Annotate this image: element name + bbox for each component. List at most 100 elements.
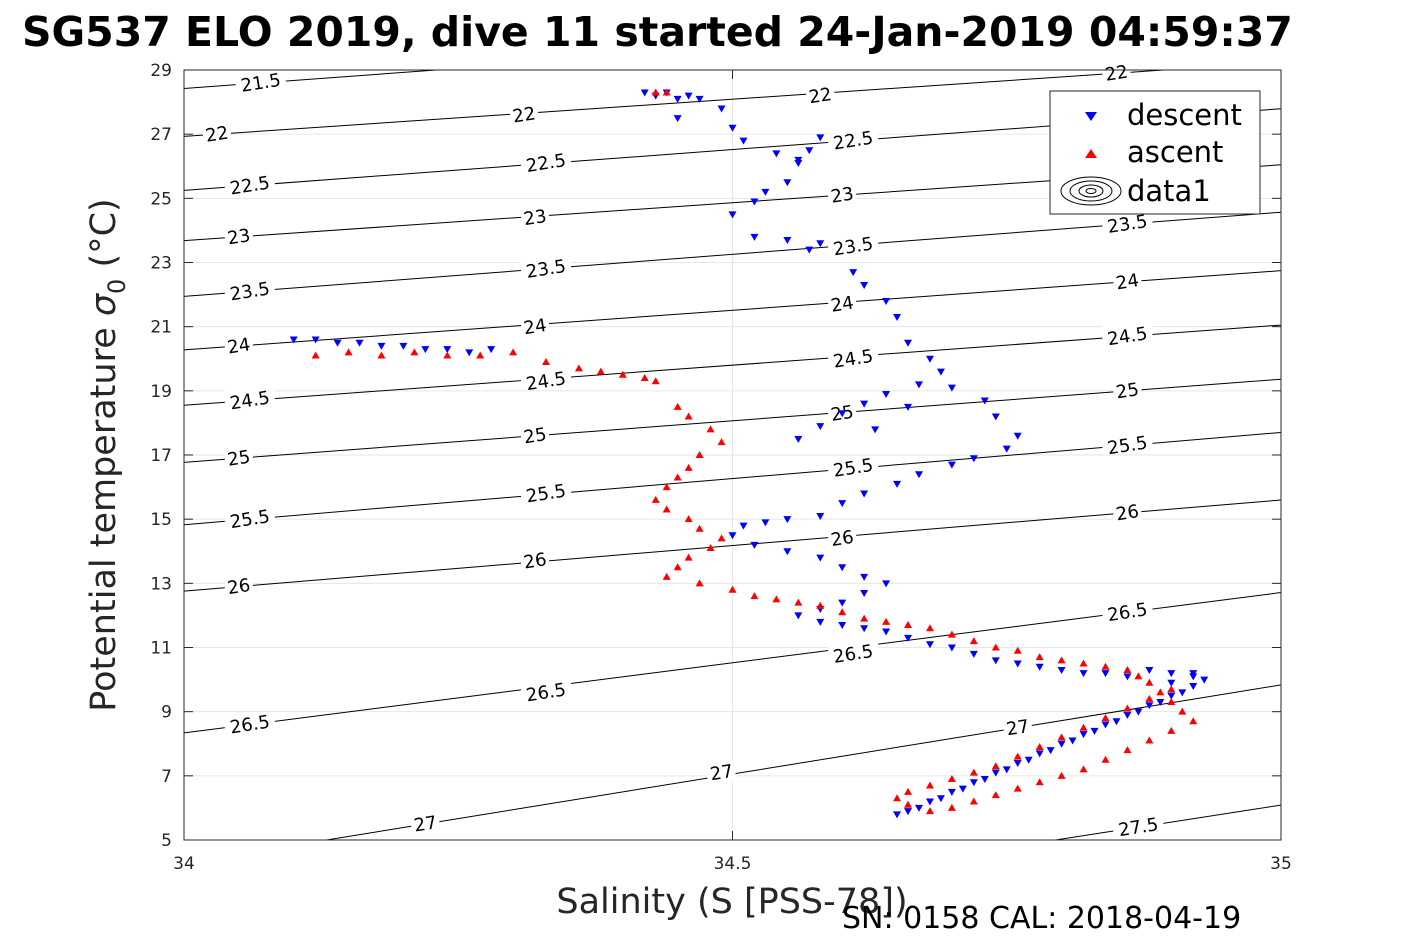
ascent-point [925, 807, 934, 815]
contour-label-bg [224, 713, 275, 734]
contour-label-bg [224, 447, 253, 468]
contour-label-bg [224, 508, 275, 529]
ascent-point [662, 88, 671, 96]
contour-line [184, 70, 1172, 137]
ascent-point [1156, 688, 1165, 696]
contour-label: 23 [226, 225, 252, 249]
ascent-point [311, 351, 320, 359]
ascent-point [1057, 771, 1066, 779]
ascent-point [1057, 733, 1066, 741]
contour-label-bg [521, 482, 572, 503]
x-axis-label: Salinity (S [PSS-78]) [556, 882, 907, 922]
y-axis-label-unit: (°C) [84, 198, 124, 278]
descent-point [1123, 673, 1132, 681]
ascent-point [684, 463, 693, 471]
data-points [289, 88, 1209, 819]
contour-label-bg [521, 257, 572, 278]
descent-point [838, 410, 847, 418]
ascent-point [1013, 752, 1022, 760]
contour-label-bg [224, 280, 275, 301]
contour-label-bg [521, 206, 550, 227]
descent-point [904, 808, 913, 816]
y-tick-label: 25 [150, 189, 172, 209]
contour-label: 26 [522, 549, 548, 573]
ascent-point [816, 601, 825, 609]
ascent-point [673, 563, 682, 571]
descent-point [1046, 747, 1055, 755]
descent-point [794, 160, 803, 168]
contour-label-bg [828, 456, 879, 477]
contour-line [184, 499, 1281, 592]
descent-point [991, 657, 1000, 665]
contour-label: 23 [522, 206, 548, 230]
descent-point [816, 423, 825, 431]
ascent-point [542, 357, 551, 365]
descent-point [739, 137, 748, 145]
y-axis-label-main: Potential temperature [84, 316, 124, 712]
footer-calibration: SN: 0158 CAL: 2018-04-19 [842, 901, 1241, 936]
descent-point [947, 644, 956, 652]
descent-point [1156, 699, 1165, 707]
descent-point [1013, 760, 1022, 767]
ascent-point [1079, 659, 1088, 667]
descent-point [465, 349, 474, 357]
descent-point [695, 95, 704, 103]
density-contours [184, 70, 1281, 840]
descent-point [882, 298, 891, 305]
descent-point [893, 811, 902, 819]
x-axis-ticks: 34 34.5 35 [173, 70, 1292, 874]
descent-point [399, 342, 408, 350]
descent-point [882, 580, 891, 588]
ascent-point [772, 595, 781, 603]
descent-point [1057, 740, 1066, 748]
ascent-point [706, 425, 715, 433]
descent-point [1145, 666, 1154, 674]
descent-point [904, 339, 913, 347]
chart-title: SG537 ELO 2019, dive 11 started 24-Jan-2… [22, 8, 1293, 56]
ascent-point [662, 505, 671, 513]
descent-point [783, 179, 792, 187]
contour-label-bg [224, 389, 275, 410]
ascent-point [925, 781, 934, 789]
descent-point [1167, 670, 1176, 678]
descent-point [1101, 670, 1110, 678]
contour-line [1052, 804, 1281, 840]
x-tick-label: 35 [1270, 854, 1292, 874]
descent-point [728, 211, 737, 219]
ascent-point [717, 438, 726, 446]
legend-contour-icon [1060, 176, 1122, 206]
descent-point [1112, 718, 1121, 726]
descent-point [1167, 692, 1176, 700]
ascent-point [662, 483, 671, 491]
descent-point [893, 480, 902, 488]
descent-point [893, 314, 902, 322]
ascent-point [344, 348, 353, 356]
descent-point [936, 795, 945, 803]
ascent-point [991, 791, 1000, 799]
contour-label-bg [1113, 501, 1142, 522]
contour-label: 24 [829, 293, 855, 317]
contour-label-bg [828, 129, 879, 150]
legend-box [1049, 90, 1261, 215]
descent-point [816, 554, 825, 562]
descent-point [750, 541, 759, 549]
contour-label-bg [828, 347, 879, 368]
contour-label-bg [224, 575, 253, 596]
legend-ascent-label: ascent [1127, 135, 1223, 169]
descent-point [673, 95, 682, 103]
descent-point [838, 622, 847, 630]
descent-point [936, 368, 945, 376]
legend: descent ascent data1 [1049, 90, 1261, 215]
ascent-point [1101, 714, 1110, 722]
ascent-point [969, 768, 978, 776]
descent-point [1145, 702, 1154, 710]
contour-label: 26 [1115, 501, 1141, 525]
descent-point [717, 105, 726, 113]
contour-label: 22 [807, 84, 833, 108]
contour-label: 24 [226, 334, 252, 358]
descent-point [783, 548, 792, 556]
ascent-point [904, 800, 913, 808]
descent-point [421, 346, 430, 354]
ascent-point [1178, 707, 1187, 715]
descent-point [980, 397, 989, 405]
